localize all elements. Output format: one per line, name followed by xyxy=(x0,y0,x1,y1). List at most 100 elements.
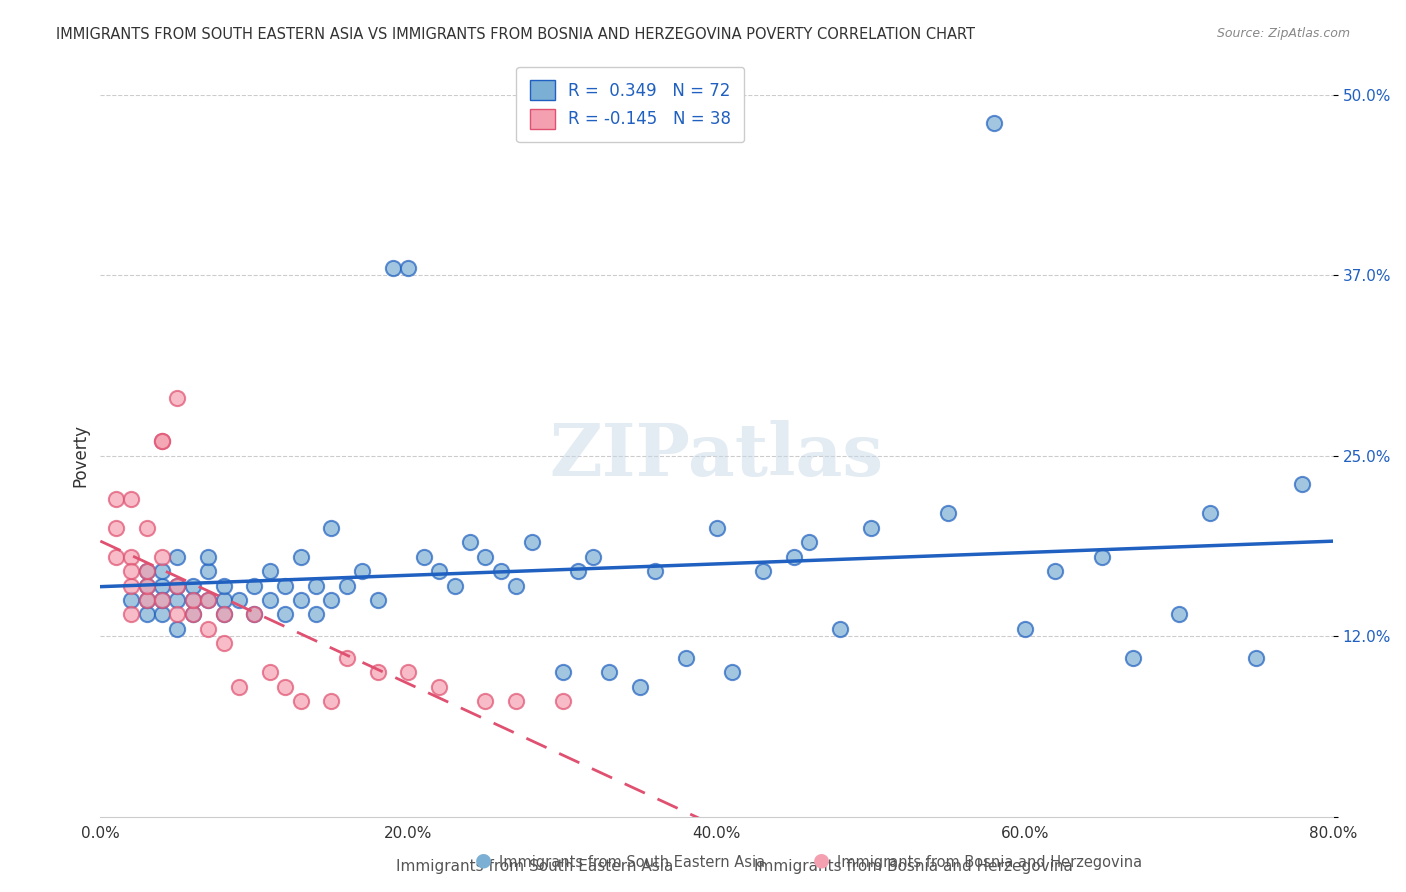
Point xyxy=(212,607,235,622)
Point xyxy=(443,578,465,592)
Point xyxy=(336,650,359,665)
Text: ●: ● xyxy=(475,851,492,870)
Point xyxy=(398,665,420,680)
Point xyxy=(936,506,959,520)
Point xyxy=(859,521,882,535)
Point xyxy=(505,578,527,592)
Point xyxy=(150,593,173,607)
Point xyxy=(489,564,512,578)
Point xyxy=(104,521,127,535)
Point xyxy=(135,593,157,607)
Point xyxy=(1291,477,1313,491)
Point xyxy=(228,680,250,694)
Point xyxy=(321,521,343,535)
Point xyxy=(150,434,173,449)
Point xyxy=(135,593,157,607)
Point xyxy=(212,578,235,592)
Point xyxy=(166,391,188,405)
Point xyxy=(212,607,235,622)
Point xyxy=(427,680,450,694)
Point xyxy=(628,680,651,694)
Point xyxy=(197,564,219,578)
Point xyxy=(150,578,173,592)
Point xyxy=(1244,650,1267,665)
Point xyxy=(706,521,728,535)
Point xyxy=(551,665,574,680)
Point xyxy=(582,549,605,564)
Point xyxy=(321,593,343,607)
Point xyxy=(135,607,157,622)
Point xyxy=(1091,549,1114,564)
Point xyxy=(166,607,188,622)
Point xyxy=(150,564,173,578)
Point xyxy=(181,593,204,607)
Point xyxy=(104,549,127,564)
Point xyxy=(797,535,820,549)
Point xyxy=(181,578,204,592)
Point xyxy=(644,564,666,578)
Point xyxy=(120,564,142,578)
Point xyxy=(243,578,266,592)
Point xyxy=(120,549,142,564)
Point xyxy=(290,694,312,708)
Point xyxy=(212,593,235,607)
Point xyxy=(367,593,389,607)
Point xyxy=(305,607,328,622)
Point xyxy=(181,607,204,622)
Point xyxy=(474,694,496,708)
Point xyxy=(474,549,496,564)
Point xyxy=(752,564,775,578)
Point xyxy=(828,622,851,636)
Point xyxy=(197,593,219,607)
Point xyxy=(228,593,250,607)
Point xyxy=(721,665,744,680)
Point xyxy=(166,578,188,592)
Point xyxy=(197,622,219,636)
Point xyxy=(336,578,359,592)
Point xyxy=(120,607,142,622)
Point xyxy=(135,564,157,578)
Text: IMMIGRANTS FROM SOUTH EASTERN ASIA VS IMMIGRANTS FROM BOSNIA AND HERZEGOVINA POV: IMMIGRANTS FROM SOUTH EASTERN ASIA VS IM… xyxy=(56,27,976,42)
Point xyxy=(166,549,188,564)
Point xyxy=(181,593,204,607)
Point xyxy=(290,549,312,564)
Point xyxy=(150,434,173,449)
Text: Immigrants from South Eastern Asia: Immigrants from South Eastern Asia xyxy=(395,859,673,874)
Text: Source: ZipAtlas.com: Source: ZipAtlas.com xyxy=(1216,27,1350,40)
Point xyxy=(243,607,266,622)
Point xyxy=(150,593,173,607)
Point xyxy=(120,491,142,506)
Point xyxy=(367,665,389,680)
Text: Immigrants from Bosnia and Herzegovina: Immigrants from Bosnia and Herzegovina xyxy=(755,859,1073,874)
Point xyxy=(382,260,405,275)
Point xyxy=(412,549,434,564)
Point xyxy=(305,578,328,592)
Point xyxy=(321,694,343,708)
Point xyxy=(166,622,188,636)
Point xyxy=(150,607,173,622)
Legend: R =  0.349   N = 72, R = -0.145   N = 38: R = 0.349 N = 72, R = -0.145 N = 38 xyxy=(516,67,744,143)
Text: Immigrants from South Eastern Asia: Immigrants from South Eastern Asia xyxy=(499,855,765,870)
Point xyxy=(352,564,374,578)
Point xyxy=(1014,622,1036,636)
Point xyxy=(104,491,127,506)
Text: ZIPatlas: ZIPatlas xyxy=(550,420,883,491)
Point xyxy=(274,607,297,622)
Point xyxy=(675,650,697,665)
Point xyxy=(520,535,543,549)
Point xyxy=(567,564,589,578)
Point xyxy=(551,694,574,708)
Point xyxy=(274,578,297,592)
Point xyxy=(243,607,266,622)
Point xyxy=(181,607,204,622)
Point xyxy=(274,680,297,694)
Point xyxy=(120,578,142,592)
Text: ●: ● xyxy=(813,851,830,870)
Point xyxy=(1198,506,1220,520)
Point xyxy=(259,665,281,680)
Point xyxy=(166,578,188,592)
Point xyxy=(427,564,450,578)
Point xyxy=(259,564,281,578)
Point xyxy=(458,535,481,549)
Point xyxy=(1167,607,1189,622)
